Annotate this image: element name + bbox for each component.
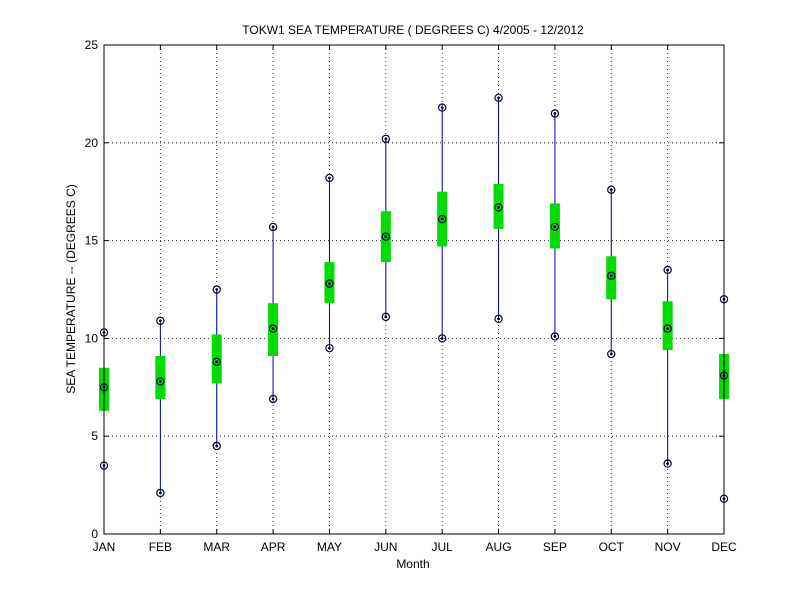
min-may-marker — [325, 343, 334, 353]
x-tick-label: AUG — [486, 540, 512, 554]
min-oct-marker-dot — [609, 352, 613, 356]
x-tick-label: JUN — [374, 540, 397, 554]
box-marks — [99, 93, 729, 503]
max-feb-marker-dot — [158, 319, 162, 323]
min-feb-marker — [156, 488, 165, 498]
min-jul-marker — [437, 334, 447, 343]
min-sep-marker — [550, 332, 560, 341]
median-apr-marker-dot — [271, 327, 275, 331]
max-jun-marker — [381, 134, 391, 144]
min-nov-marker-dot — [666, 462, 670, 465]
max-oct-marker — [607, 185, 616, 194]
y-tick-label: 0 — [91, 527, 98, 541]
min-sep-marker-dot — [553, 335, 557, 338]
median-mar-marker-dot — [215, 360, 219, 364]
median-oct-marker-dot — [609, 274, 613, 278]
max-may-marker-dot — [328, 176, 331, 180]
median-feb-marker — [156, 377, 165, 386]
grid — [103, 44, 725, 535]
median-feb-marker-dot — [158, 380, 162, 383]
x-axis-label: Month — [396, 557, 429, 571]
max-jul-marker-dot — [440, 106, 444, 109]
median-jul-marker — [437, 214, 447, 224]
median-may-marker-dot — [328, 282, 331, 286]
x-tick-label: SEP — [543, 540, 567, 554]
median-nov-marker — [663, 324, 672, 333]
max-oct-marker-dot — [609, 188, 613, 192]
max-sep-marker — [550, 109, 560, 118]
x-tick-label: FEB — [149, 540, 172, 554]
x-tick-label: JAN — [93, 540, 116, 554]
tick-labels: JAN FEB MAR APR MAY JUN JUL AUG SEP OCT NOV DEC 0 5 10… — [85, 38, 737, 554]
max-nov-marker — [663, 265, 672, 275]
median-oct-marker — [607, 271, 616, 281]
min-aug-marker-dot — [497, 317, 500, 321]
median-jul-marker-dot — [440, 217, 444, 221]
x-tick-label: MAY — [317, 540, 342, 554]
max-may-marker — [325, 173, 334, 183]
min-nov-marker — [663, 459, 672, 468]
y-axis-label: SEA TEMPERATURE -- (DEGREES C) — [64, 184, 78, 394]
median-jun-marker-dot — [384, 235, 388, 239]
x-tick-label: JUL — [432, 540, 454, 554]
max-apr-marker-dot — [271, 225, 275, 229]
x-tick-label: OCT — [599, 540, 625, 554]
max-jul-marker — [437, 103, 447, 112]
box-mar — [211, 334, 222, 384]
x-tick-label: NOV — [655, 540, 681, 554]
min-apr-marker — [268, 394, 278, 404]
y-tick-label: 10 — [85, 331, 99, 345]
median-jun-marker — [381, 232, 391, 241]
max-mar-marker-dot — [215, 288, 219, 291]
median-apr-marker — [268, 324, 278, 333]
box-oct — [606, 256, 617, 300]
min-jun-marker-dot — [384, 315, 388, 319]
min-mar-marker — [212, 441, 221, 451]
max-aug-marker — [494, 93, 503, 103]
max-feb-marker — [156, 316, 165, 325]
y-tick-label: 25 — [85, 38, 99, 52]
chart-title: TOKW1 SEA TEMPERATURE ( DEGREES C) 4/200… — [242, 23, 584, 37]
median-aug-marker-dot — [497, 205, 500, 209]
max-mar-marker — [212, 285, 221, 294]
plot-frame — [103, 44, 725, 535]
median-sep-marker — [550, 222, 560, 232]
median-aug-marker — [494, 203, 503, 212]
median-may-marker — [325, 279, 334, 288]
x-tick-label: APR — [261, 540, 286, 554]
min-mar-marker-dot — [215, 444, 219, 448]
x-tick-label: DEC — [711, 540, 737, 554]
min-apr-marker-dot — [271, 397, 275, 401]
min-oct-marker — [607, 349, 616, 359]
min-aug-marker — [494, 314, 503, 324]
min-feb-marker-dot — [158, 491, 162, 495]
min-may-marker-dot — [328, 346, 331, 350]
y-tick-label: 15 — [85, 234, 99, 248]
y-tick-label: 5 — [91, 429, 98, 443]
x-tick-label: MAR — [203, 540, 230, 554]
min-jun-marker — [381, 312, 391, 322]
max-aug-marker-dot — [497, 96, 500, 100]
max-sep-marker-dot — [553, 112, 557, 115]
max-apr-marker — [268, 222, 278, 232]
max-jun-marker-dot — [384, 137, 388, 141]
min-jul-marker-dot — [440, 337, 444, 340]
median-mar-marker — [212, 357, 221, 367]
max-nov-marker-dot — [666, 268, 670, 272]
median-nov-marker-dot — [666, 327, 670, 331]
median-sep-marker-dot — [553, 225, 557, 229]
box-nov — [662, 301, 673, 351]
y-tick-label: 20 — [85, 136, 99, 150]
